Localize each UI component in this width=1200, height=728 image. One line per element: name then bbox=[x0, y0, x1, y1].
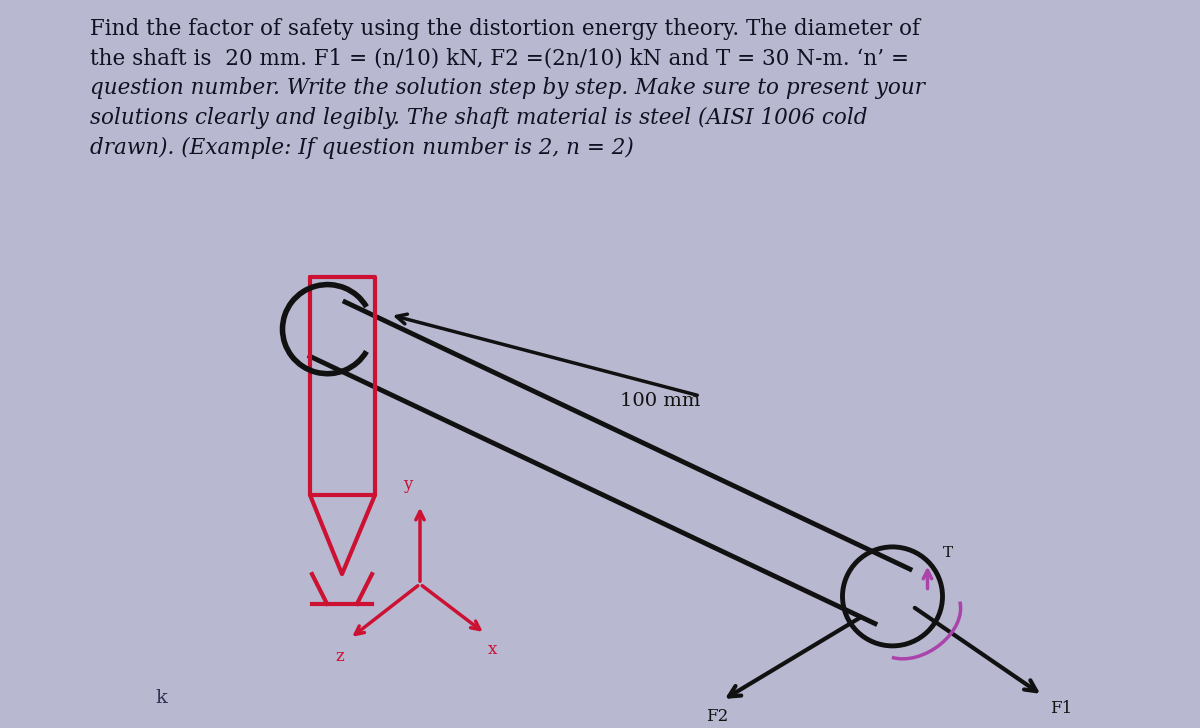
Text: F1: F1 bbox=[1050, 700, 1073, 717]
Text: z: z bbox=[336, 649, 344, 665]
Text: T: T bbox=[942, 546, 953, 560]
Text: solutions clearly and legibly. The shaft material is steel (AISI 1006 cold: solutions clearly and legibly. The shaft… bbox=[90, 107, 868, 129]
Text: the shaft is  20 mm. F1 = (n/10) kN, F2 =(2n/10) kN and T = 30 N-m. ‘n’ =: the shaft is 20 mm. F1 = (n/10) kN, F2 =… bbox=[90, 47, 910, 69]
Text: y: y bbox=[403, 476, 413, 493]
Text: drawn). (Example: If question number is 2, n = 2): drawn). (Example: If question number is … bbox=[90, 137, 634, 159]
Text: Find the factor of safety using the distortion energy theory. The diameter of: Find the factor of safety using the dist… bbox=[90, 17, 920, 40]
Text: question number. Write the solution step by step. Make sure to present your: question number. Write the solution step… bbox=[90, 77, 925, 99]
Text: 100 mm: 100 mm bbox=[620, 392, 701, 410]
Text: k: k bbox=[155, 689, 167, 707]
Text: F2: F2 bbox=[707, 708, 728, 725]
Text: x: x bbox=[487, 641, 497, 658]
